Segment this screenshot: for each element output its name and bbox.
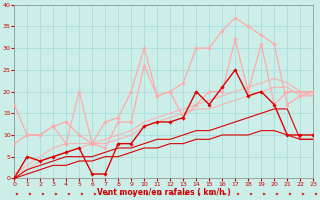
X-axis label: Vent moyen/en rafales ( km/h ): Vent moyen/en rafales ( km/h ) [97,188,230,197]
